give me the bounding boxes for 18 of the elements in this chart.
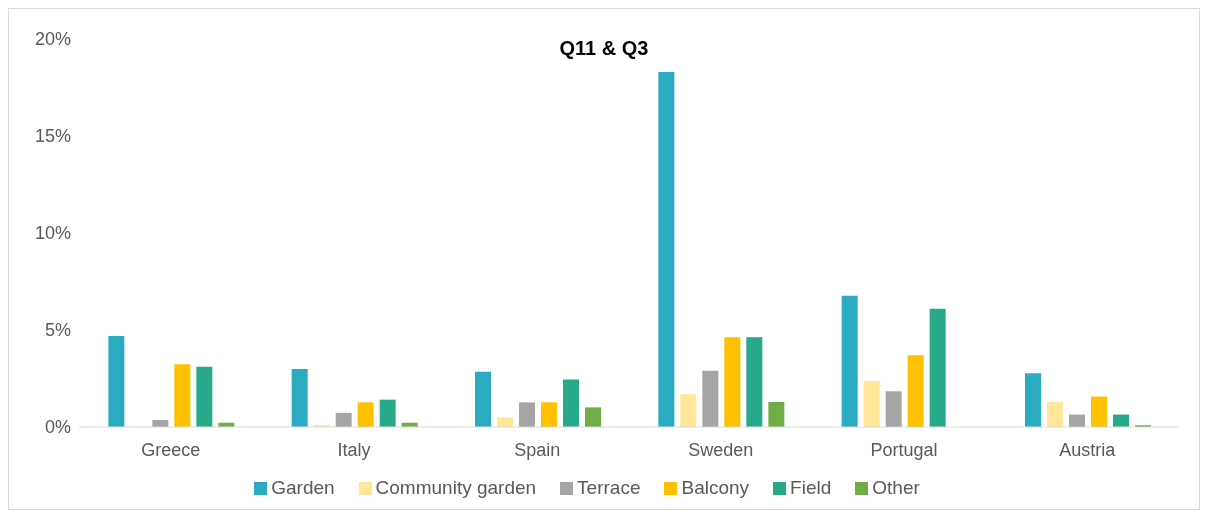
x-tick-label: Italy [337, 439, 371, 460]
y-tick-label: 20% [34, 29, 71, 50]
chart-title: Q11 & Q3 [559, 37, 649, 59]
x-tick-label: Greece [141, 439, 201, 460]
x-tick-label: Sweden [688, 439, 754, 460]
legend-label: Terrace [577, 477, 641, 498]
legend-label: Field [790, 477, 832, 498]
y-tick-label: 5% [44, 320, 71, 341]
y-tick-label: 15% [34, 126, 71, 147]
x-tick-label: Spain [514, 439, 561, 460]
x-tick-label: Austria [1059, 439, 1117, 460]
x-tick-label: Portugal [870, 439, 938, 460]
legend-label: Community garden [375, 477, 537, 498]
y-tick-label: 10% [34, 223, 71, 244]
legend-label: Other [872, 477, 920, 498]
legend-label: Garden [271, 477, 335, 498]
legend-label: Balcony [681, 477, 750, 498]
y-tick-label: 0% [44, 417, 71, 438]
